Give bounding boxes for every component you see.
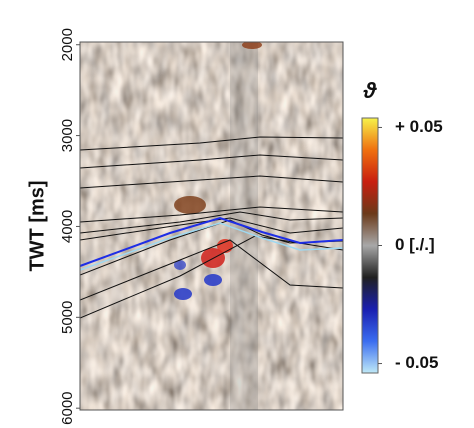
- colorbar-tick-label: 0 [./.]: [395, 235, 435, 254]
- y-tick-label: 4000: [59, 210, 76, 243]
- y-tick-label: 5000: [59, 301, 76, 334]
- y-axis-title: TWT [ms]: [26, 180, 48, 271]
- y-tick-label: 3000: [59, 119, 76, 152]
- colorbar: [361, 117, 379, 374]
- seismic-section: [80, 42, 343, 410]
- colorbar-label: ϑ: [362, 78, 377, 103]
- colorbar-tick-label: + 0.05: [395, 117, 443, 136]
- y-tick-label: 6000: [59, 391, 76, 424]
- colorbar-tick-label: - 0.05: [395, 353, 438, 372]
- y-tick-label: 2000: [59, 28, 76, 61]
